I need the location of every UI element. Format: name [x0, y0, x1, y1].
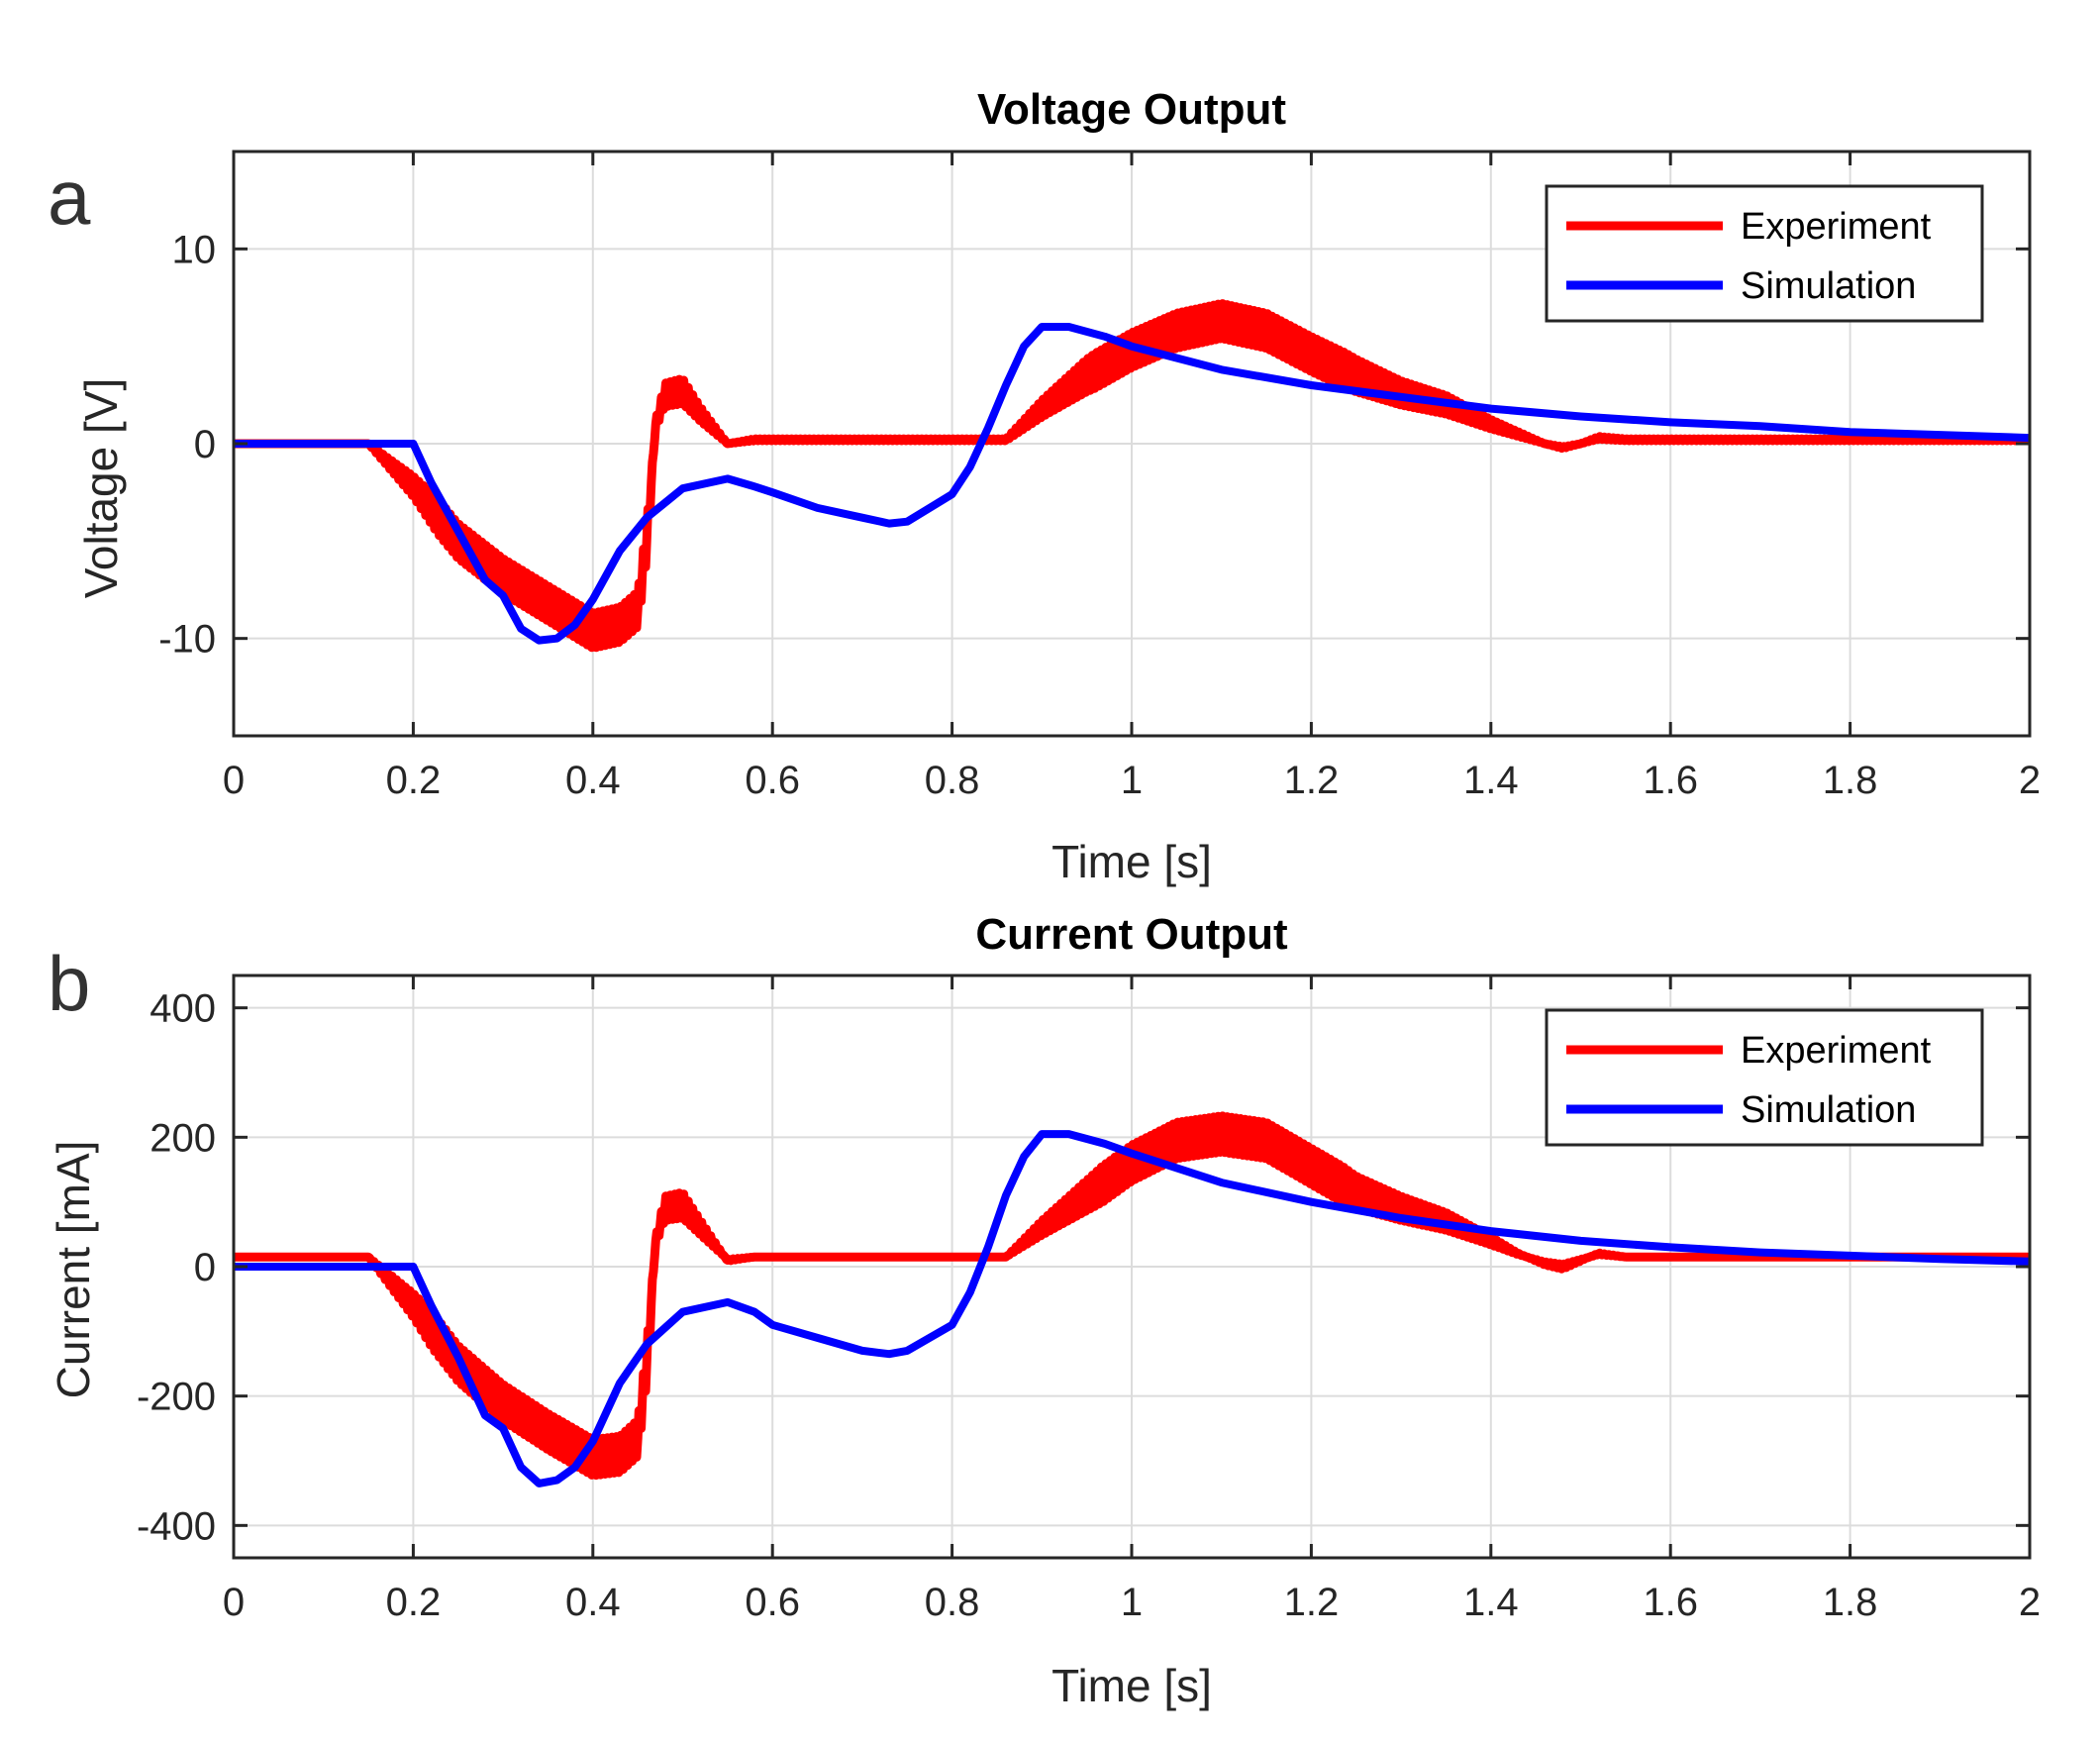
voltage-y-tick-label: 10: [172, 228, 217, 271]
voltage-x-tick-label: 0: [223, 759, 245, 802]
current-x-tick-label: 0.8: [925, 1581, 980, 1624]
voltage-x-tick-label: 1.2: [1284, 759, 1340, 802]
voltage-x-tick-label: 0.6: [745, 759, 800, 802]
voltage-legend: Experiment Simulation: [1545, 184, 1984, 323]
voltage-x-tick-label: 1: [1121, 759, 1143, 802]
voltage-y-tick-label: -10: [158, 618, 216, 662]
voltage-x-tick-label: 0.8: [925, 759, 980, 802]
current-x-tick-label: 1.4: [1463, 1581, 1519, 1624]
current-x-tick-label: 2: [2019, 1581, 2041, 1624]
panel-letter-b: b: [48, 940, 90, 1027]
voltage-chart-title: Voltage Output: [977, 85, 1286, 134]
current-y-tick-label: -400: [137, 1504, 216, 1548]
current-legend-label-simulation: Simulation: [1741, 1089, 1916, 1131]
current-x-tick-label: 0.2: [386, 1581, 442, 1624]
current-legend-label-experiment: Experiment: [1741, 1030, 1932, 1072]
voltage-y-axis-label: Voltage [V]: [75, 378, 127, 599]
panel-letter-a: a: [48, 154, 91, 241]
current-y-tick-label: 400: [150, 987, 216, 1031]
current-y-tick-label: 0: [194, 1246, 216, 1289]
voltage-x-tick-label: 1.4: [1463, 759, 1519, 802]
current-panel: b Current Output Time [s] Current [mA] 0…: [48, 910, 2041, 1711]
voltage-x-tick-label: 0.2: [386, 759, 442, 802]
voltage-series-simulation: [234, 323, 2030, 645]
current-x-tick-label: 0: [223, 1581, 245, 1624]
current-x-tick-label: 1.8: [1823, 1581, 1878, 1624]
current-x-tick-label: 1.6: [1643, 1581, 1698, 1624]
current-x-tick-label: 0.6: [745, 1581, 800, 1624]
current-x-axis-label: Time [s]: [1051, 1660, 1212, 1711]
current-x-tick-label: 0.4: [565, 1581, 621, 1624]
voltage-x-axis-label: Time [s]: [1051, 836, 1212, 887]
current-y-tick-label: -200: [137, 1376, 216, 1419]
voltage-x-tick-label: 2: [2019, 759, 2041, 802]
voltage-x-tick-label: 1.8: [1823, 759, 1878, 802]
voltage-x-tick-label: 0.4: [565, 759, 621, 802]
voltage-legend-box: [1545, 184, 1984, 323]
current-series-simulation: [234, 1130, 2030, 1488]
current-x-tick-label: 1.2: [1284, 1581, 1340, 1624]
current-x-tick-label: 1: [1121, 1581, 1143, 1624]
voltage-legend-label-simulation: Simulation: [1741, 265, 1916, 307]
voltage-y-tick-label: 0: [194, 423, 216, 466]
voltage-x-tick-label: 1.6: [1643, 759, 1698, 802]
current-legend-box: [1545, 1008, 1984, 1147]
current-series-experiment: [234, 1111, 2030, 1481]
current-chart-title: Current Output: [975, 910, 1288, 959]
current-y-tick-label: 200: [150, 1116, 216, 1160]
voltage-legend-label-experiment: Experiment: [1741, 206, 1932, 248]
current-y-axis-label: Current [mA]: [48, 1141, 99, 1399]
current-legend: Experiment Simulation: [1545, 1008, 1984, 1147]
voltage-panel: a Voltage Output Time [s] Voltage [V] 0 0…: [48, 85, 2041, 887]
